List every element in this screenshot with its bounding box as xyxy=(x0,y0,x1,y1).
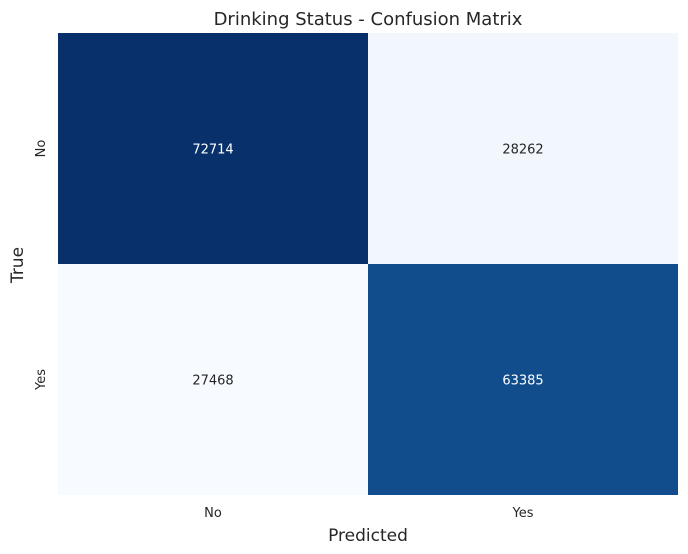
chart-title: Drinking Status - Confusion Matrix xyxy=(214,9,523,30)
x-axis-label: Predicted xyxy=(328,526,408,546)
cell-value-yes-no: 27468 xyxy=(192,374,233,389)
cell-value-no-yes: 28262 xyxy=(502,143,543,158)
heatmap-cells xyxy=(58,33,678,495)
y-tick-labels: No Yes xyxy=(34,140,49,391)
heatmap-cell-yes-no xyxy=(58,264,368,495)
y-axis-label: True xyxy=(8,247,28,284)
y-tick-no: No xyxy=(34,140,49,158)
x-tick-no: No xyxy=(204,506,222,521)
heatmap-cell-no-no xyxy=(58,33,368,264)
heatmap-cell-yes-yes xyxy=(368,264,678,495)
x-tick-labels: No Yes xyxy=(204,506,534,521)
y-tick-yes: Yes xyxy=(34,369,49,391)
heatmap-cell-no-yes xyxy=(368,33,678,264)
cell-value-no-no: 72714 xyxy=(192,143,233,158)
cell-value-yes-yes: 63385 xyxy=(502,374,543,389)
x-tick-yes: Yes xyxy=(512,506,534,521)
heatmap-cell-labels: 72714 28262 27468 63385 xyxy=(192,143,543,389)
